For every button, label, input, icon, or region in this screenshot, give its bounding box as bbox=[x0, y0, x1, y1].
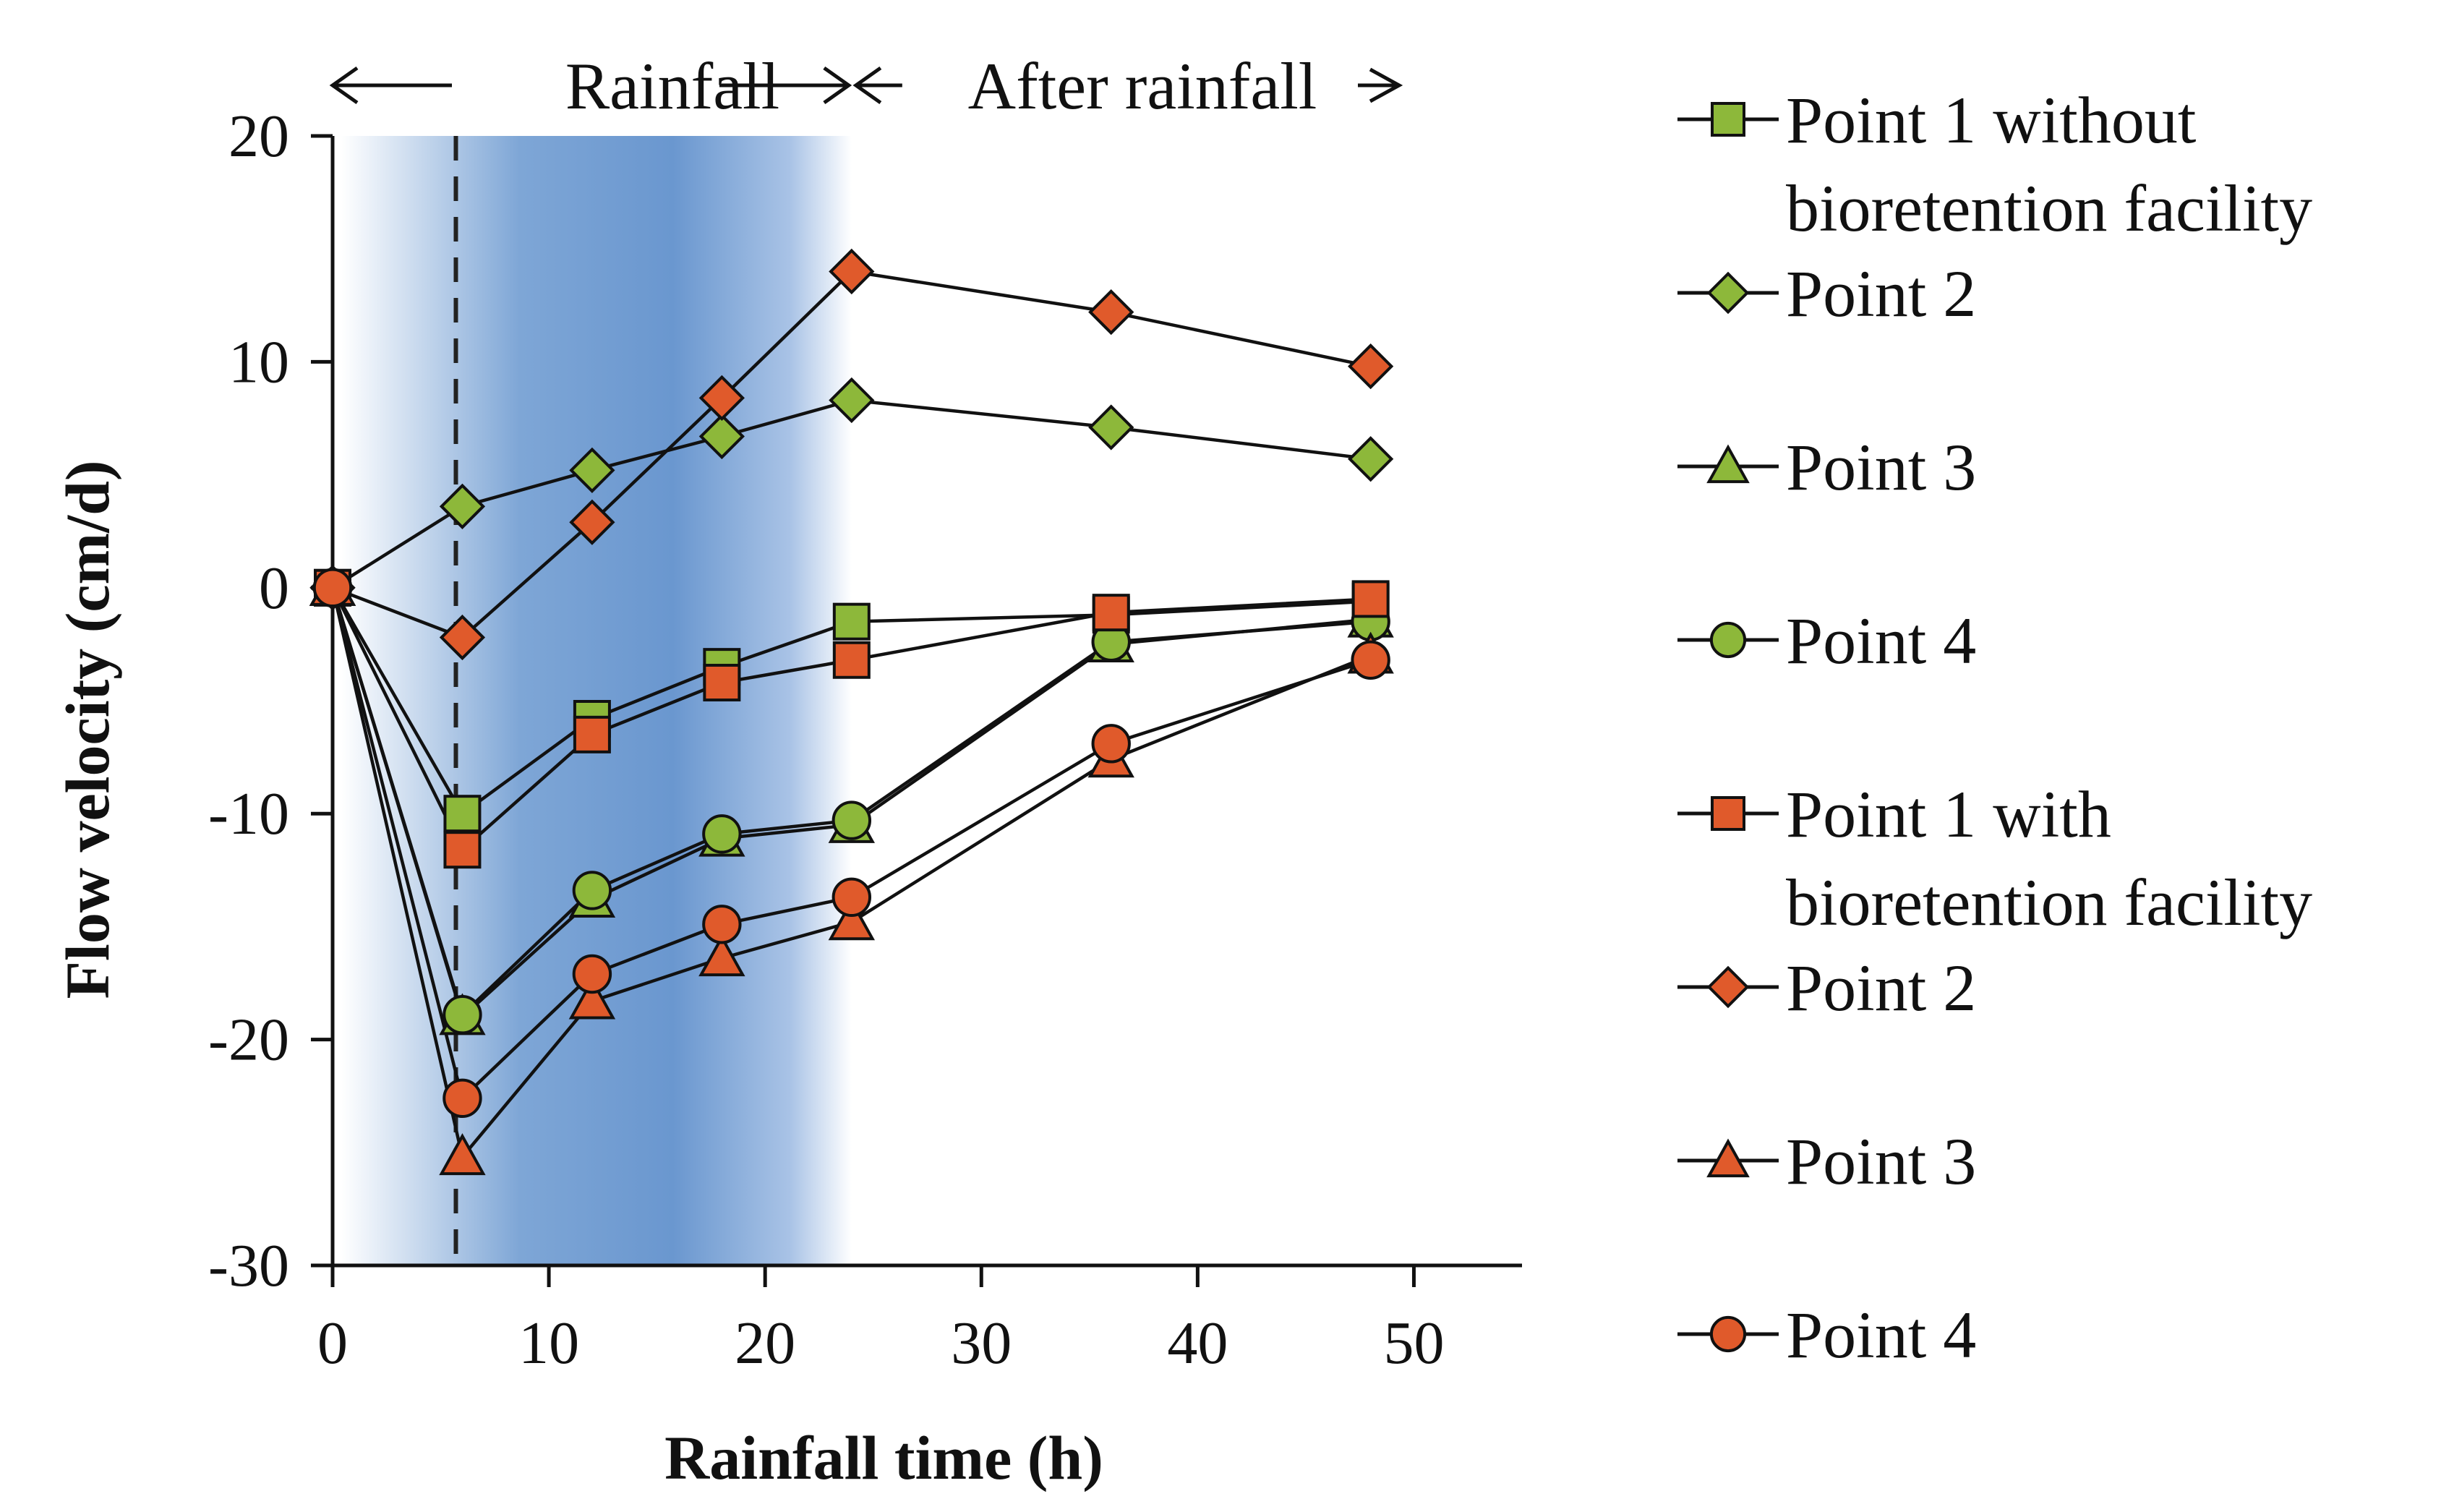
y-axis-title: Flow velocity (cm/d) bbox=[53, 460, 122, 999]
data-point bbox=[1351, 640, 1390, 680]
x-tick-label: 50 bbox=[1383, 1310, 1444, 1377]
data-point bbox=[1348, 343, 1394, 390]
data-point bbox=[832, 877, 872, 917]
phase-arrow-head bbox=[1358, 67, 1403, 103]
legend-marker bbox=[1706, 965, 1750, 1009]
data-point bbox=[1351, 580, 1390, 618]
data-point bbox=[829, 248, 875, 295]
data-point bbox=[828, 898, 876, 941]
data-point bbox=[312, 568, 353, 607]
data-point bbox=[569, 499, 615, 545]
legend-label: bioretention facility bbox=[1786, 866, 2312, 939]
legend-marker bbox=[1706, 444, 1750, 484]
phase-label-after-rainfall: After rainfall bbox=[968, 49, 1317, 123]
data-point bbox=[832, 800, 872, 840]
x-tick-label: 10 bbox=[518, 1310, 579, 1377]
data-point bbox=[698, 375, 745, 422]
legend-label: Point 3 bbox=[1786, 1124, 1976, 1198]
data-point bbox=[443, 995, 482, 1035]
data-point bbox=[1092, 594, 1130, 632]
data-point bbox=[443, 795, 482, 833]
data-point bbox=[702, 814, 742, 854]
data-point bbox=[1091, 724, 1131, 764]
x-tick-label: 30 bbox=[951, 1310, 1012, 1377]
data-point bbox=[573, 715, 611, 753]
data-point bbox=[569, 447, 615, 493]
data-point bbox=[439, 614, 486, 661]
legend-item: Point 1 with bioretention facility bbox=[1677, 777, 2312, 939]
data-point bbox=[1088, 404, 1134, 450]
legend-label: Point 2 bbox=[1786, 951, 1976, 1025]
legend-label: Point 1 with bbox=[1786, 777, 2111, 851]
legend-item: Point 3 bbox=[1677, 1124, 1976, 1198]
y-tick-label: -10 bbox=[208, 780, 289, 847]
data-point bbox=[1088, 289, 1134, 336]
series-layer bbox=[309, 248, 1394, 1176]
data-point bbox=[1348, 436, 1394, 482]
legend-label: Point 4 bbox=[1786, 1298, 1976, 1372]
data-point bbox=[832, 602, 871, 641]
legend-marker bbox=[1711, 102, 1745, 137]
phase-arrow-head bbox=[852, 66, 882, 105]
axes: 20 10 0 -10 -20 -30 0 10 20 30 40 50 Rainfall time (… bbox=[53, 103, 1522, 1492]
data-point bbox=[443, 831, 482, 869]
y-tick-label: -20 bbox=[208, 1007, 289, 1074]
legend-marker bbox=[1706, 1138, 1750, 1178]
data-point bbox=[568, 977, 616, 1020]
y-tick-label: 20 bbox=[228, 103, 289, 170]
data-point bbox=[702, 905, 742, 944]
legend-item: Point 2 bbox=[1677, 951, 1976, 1025]
data-point bbox=[832, 641, 871, 679]
legend-marker bbox=[1711, 796, 1745, 831]
phase-arrow-head bbox=[823, 66, 852, 105]
data-point bbox=[572, 954, 612, 994]
legend-marker bbox=[1706, 271, 1750, 315]
x-tick-label: 0 bbox=[317, 1310, 348, 1377]
legend-marker bbox=[1709, 1315, 1747, 1353]
legend-item: Point 4 bbox=[1677, 604, 1976, 678]
data-point bbox=[703, 664, 741, 702]
legend-item: Point 3 bbox=[1677, 430, 1976, 504]
x-tick-label: 40 bbox=[1167, 1310, 1228, 1377]
data-point bbox=[572, 871, 612, 910]
data-point bbox=[698, 934, 745, 977]
legend-marker bbox=[1709, 621, 1747, 659]
y-tick-label: 0 bbox=[259, 555, 289, 622]
legend-item: Point 1 without bioretention facility bbox=[1677, 83, 2312, 245]
legend-item: Point 2 bbox=[1677, 257, 1976, 330]
legend-label: Point 1 without bbox=[1786, 83, 2197, 157]
phase-annotations: Rainfall After rainfall bbox=[329, 49, 1403, 123]
legend-label: Point 3 bbox=[1786, 430, 1976, 504]
data-point bbox=[698, 413, 745, 460]
phase-arrow-head bbox=[329, 66, 359, 105]
legend-label: bioretention facility bbox=[1786, 171, 2312, 245]
data-point bbox=[439, 1133, 486, 1176]
y-tick-label: -30 bbox=[208, 1232, 289, 1299]
series-markers-with-circle bbox=[312, 568, 1390, 1119]
legend-label: Point 2 bbox=[1786, 257, 1976, 330]
x-tick-label: 20 bbox=[735, 1310, 795, 1377]
x-axis-title: Rainfall time (h) bbox=[664, 1423, 1103, 1492]
data-point bbox=[829, 377, 875, 424]
data-point bbox=[443, 1078, 482, 1119]
y-tick-label: 10 bbox=[228, 328, 289, 396]
data-point bbox=[439, 483, 486, 529]
legend-item: Point 4 bbox=[1677, 1298, 1976, 1372]
legend-label: Point 4 bbox=[1786, 604, 1976, 678]
